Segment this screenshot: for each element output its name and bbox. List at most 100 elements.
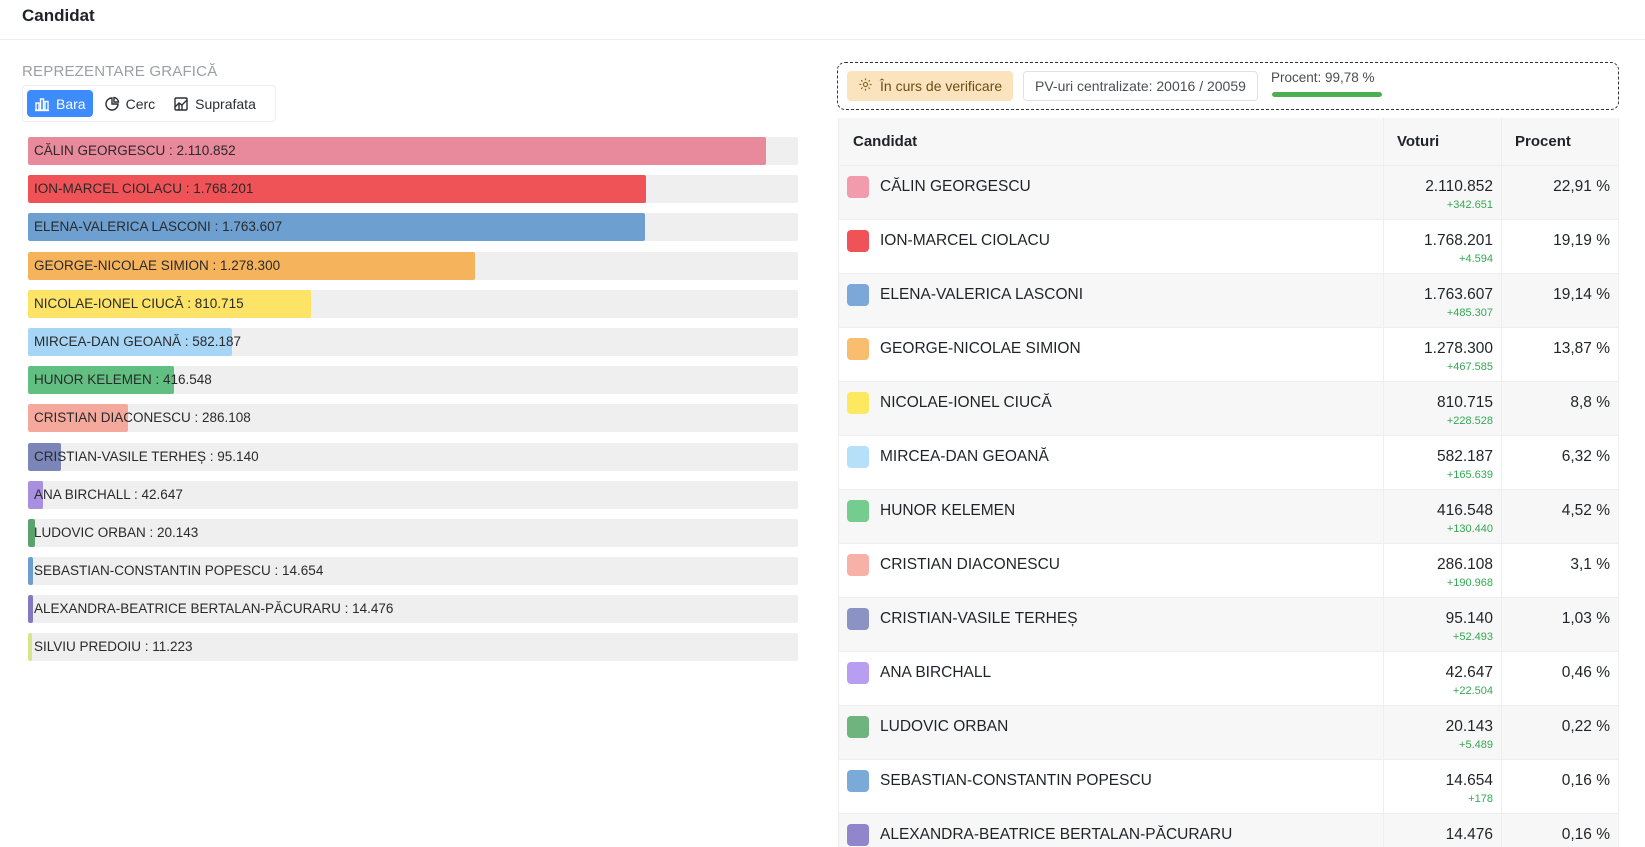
votes-cell: 1.278.300 +467.585 [1384, 328, 1502, 381]
votes-cell: 42.647 +22.504 [1384, 652, 1502, 705]
table-row[interactable]: SEBASTIAN-CONSTANTIN POPESCU 14.654 +178 0,… [839, 759, 1618, 813]
bar[interactable] [28, 251, 475, 280]
bar-row[interactable]: NICOLAE-IONEL CIUCĂ : 810.715 [28, 289, 798, 318]
bar-row[interactable]: SEBASTIAN-CONSTANTIN POPESCU : 14.654 [28, 557, 798, 586]
percent-cell: 0,16 % [1502, 760, 1618, 813]
color-swatch [847, 770, 869, 792]
bar[interactable] [28, 327, 232, 356]
bar[interactable] [28, 289, 312, 318]
pie-chart-icon [104, 96, 120, 112]
table-row[interactable]: ION-MARCEL CIOLACU 1.768.201 +4.594 19,19 % [839, 219, 1618, 273]
votes-value: 810.715 [1436, 394, 1493, 411]
chart-type-switcher: Bara Cerc Suprafata [22, 85, 276, 122]
candidate-cell: CĂLIN GEORGESCU [839, 166, 1384, 219]
table-row[interactable]: ELENA-VALERICA LASCONI 1.763.607 +485.307 1… [839, 273, 1618, 327]
votes-cell: 14.476 [1384, 814, 1502, 847]
bar-row[interactable]: CRISTIAN DIACONESCU : 286.108 [28, 404, 798, 433]
votes-value: 416.548 [1436, 502, 1493, 519]
bar[interactable] [28, 442, 62, 471]
votes-delta: +4.594 [1459, 253, 1493, 265]
table-row[interactable]: ALEXANDRA-BEATRICE BERTALAN-PĂCURARU 14.4… [839, 813, 1618, 847]
bar-row[interactable]: ELENA-VALERICA LASCONI : 1.763.607 [28, 213, 798, 242]
tab-cerc-label: Cerc [125, 95, 156, 112]
tab-bara[interactable]: Bara [27, 90, 93, 117]
candidate-name: CRISTIAN-VASILE TERHEȘ [880, 610, 1078, 627]
table-row[interactable]: NICOLAE-IONEL CIUCĂ 810.715 +228.528 8,8 % [839, 381, 1618, 435]
percent-value: 8,8 % [1570, 394, 1610, 411]
table-row[interactable]: CĂLIN GEORGESCU 2.110.852 +342.651 22,91 % [839, 165, 1618, 219]
results-table: Candidat Voturi Procent CĂLIN GEORGESCU 2… [838, 118, 1619, 847]
bar[interactable] [28, 137, 766, 165]
candidate-name: GEORGE-NICOLAE SIMION [880, 340, 1081, 357]
table-row[interactable]: LUDOVIC ORBAN 20.143 +5.489 0,22 % [839, 705, 1618, 759]
candidate-name: CRISTIAN DIACONESCU [880, 556, 1060, 573]
bar-row[interactable]: CĂLIN GEORGESCU : 2.110.852 [28, 137, 798, 165]
bar-row[interactable]: ION-MARCEL CIOLACU : 1.768.201 [28, 175, 798, 204]
candidate-name: CĂLIN GEORGESCU [880, 178, 1031, 195]
bar[interactable] [28, 633, 32, 662]
bar[interactable] [28, 518, 36, 547]
votes-delta: +178 [1468, 793, 1493, 805]
percent-value: 0,46 % [1561, 664, 1610, 681]
candidate-name: ION-MARCEL CIOLACU [880, 232, 1050, 249]
table-row[interactable]: HUNOR KELEMEN 416.548 +130.440 4,52 % [839, 489, 1618, 543]
votes-delta: +485.307 [1446, 307, 1493, 319]
table-row[interactable]: MIRCEA-DAN GEOANĂ 582.187 +165.639 6,32 % [839, 435, 1618, 489]
top-bar: Candidat [0, 0, 1645, 40]
bar-row[interactable]: SILVIU PREDOIU : 11.223 [28, 633, 798, 662]
bar-row[interactable]: ANA BIRCHALL : 42.647 [28, 480, 798, 509]
color-swatch [847, 392, 869, 414]
table-row[interactable]: CRISTIAN DIACONESCU 286.108 +190.968 3,1 % [839, 543, 1618, 597]
percent-progress-fill [1272, 92, 1382, 97]
header-candidate[interactable]: Candidat [839, 118, 1384, 165]
color-swatch [847, 824, 869, 846]
votes-cell: 2.110.852 +342.651 [1384, 166, 1502, 219]
table-row[interactable]: CRISTIAN-VASILE TERHEȘ 95.140 +52.493 1,03 … [839, 597, 1618, 651]
votes-delta: +52.493 [1452, 631, 1493, 643]
bar[interactable] [28, 366, 174, 395]
candidate-cell: ELENA-VALERICA LASCONI [839, 274, 1384, 327]
candidate-name: ANA BIRCHALL [880, 664, 992, 681]
bar-row[interactable]: GEORGE-NICOLAE SIMION : 1.278.300 [28, 251, 798, 280]
bar-chart-icon [34, 96, 50, 112]
candidate-name: SEBASTIAN-CONSTANTIN POPESCU [880, 772, 1152, 789]
header-percent[interactable]: Procent [1515, 133, 1571, 150]
candidate-name: ALEXANDRA-BEATRICE BERTALAN-PĂCURARU [880, 826, 1233, 843]
bar[interactable] [28, 175, 647, 204]
bar[interactable] [28, 213, 645, 242]
tab-cerc[interactable]: Cerc [97, 90, 163, 117]
table-row[interactable]: GEORGE-NICOLAE SIMION 1.278.300 +467.585 13… [839, 327, 1618, 381]
bar-label: CRISTIAN-VASILE TERHEȘ : 95.140 [34, 448, 259, 464]
bar-label: ANA BIRCHALL : 42.647 [34, 486, 183, 502]
votes-value: 582.187 [1436, 448, 1493, 465]
bar-row[interactable]: CRISTIAN-VASILE TERHEȘ : 95.140 [28, 442, 798, 471]
bar-row[interactable]: ALEXANDRA-BEATRICE BERTALAN-PĂCURARU : 1… [28, 595, 798, 624]
bar-label: ELENA-VALERICA LASCONI : 1.763.607 [34, 219, 283, 235]
tab-suprafata[interactable]: Suprafata [166, 90, 263, 117]
table-row[interactable]: ANA BIRCHALL 42.647 +22.504 0,46 % [839, 651, 1618, 705]
percent-value: 19,19 % [1553, 232, 1610, 249]
color-swatch [847, 662, 869, 684]
bar[interactable] [28, 480, 43, 509]
votes-value: 14.476 [1445, 826, 1493, 843]
percent-value: 13,87 % [1553, 340, 1610, 357]
percent-value: 0,22 % [1561, 718, 1610, 735]
bar[interactable] [28, 404, 129, 433]
bar[interactable] [28, 557, 34, 586]
bar-row[interactable]: LUDOVIC ORBAN : 20.143 [28, 518, 798, 547]
votes-cell: 95.140 +52.493 [1384, 598, 1502, 651]
percent-cell: 6,32 % [1502, 436, 1618, 489]
bar[interactable] [28, 595, 34, 624]
bar-row[interactable]: HUNOR KELEMEN : 416.548 [28, 366, 798, 395]
votes-delta: +130.440 [1446, 523, 1493, 535]
percent-value: 4,52 % [1561, 502, 1610, 519]
color-swatch [847, 716, 869, 738]
area-chart-icon [173, 96, 189, 112]
header-votes[interactable]: Voturi [1384, 118, 1502, 165]
percent-cell: 8,8 % [1502, 382, 1618, 435]
votes-cell: 20.143 +5.489 [1384, 706, 1502, 759]
candidate-cell: ALEXANDRA-BEATRICE BERTALAN-PĂCURARU [839, 814, 1384, 847]
percent-value: 0,16 % [1561, 772, 1610, 789]
bar-row[interactable]: MIRCEA-DAN GEOANĂ : 582.187 [28, 327, 798, 356]
votes-cell: 582.187 +165.639 [1384, 436, 1502, 489]
